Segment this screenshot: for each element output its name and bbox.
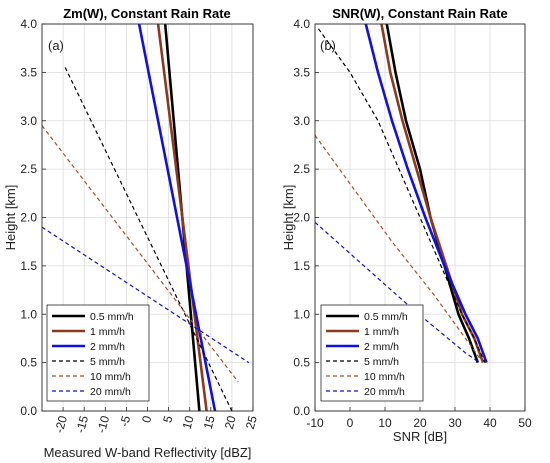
y-tick-label: 1.0 [293, 307, 310, 321]
series-line-5 [315, 221, 480, 364]
legend-entry-2: 2 mm/h [364, 341, 399, 353]
y-tick-label: 2.5 [20, 162, 37, 176]
series-group [315, 24, 488, 364]
x-tick-label: 10 [180, 414, 197, 431]
y-tick-label: 0.5 [293, 356, 310, 370]
legend-entry-3: 5 mm/h [90, 356, 125, 368]
y-tick-label: 3.0 [20, 114, 37, 128]
x-tick-label: 50 [518, 416, 532, 430]
series-line-3 [318, 28, 486, 363]
legend-entry-4: 10 mm/h [90, 371, 131, 383]
legend-box [320, 304, 424, 402]
panel-reflectivity: -20 -15 -10 -5 0 5 10 15 20 25 0.0 0.5 1.0 1.5 2.0 2.5 3… [3, 6, 260, 460]
chart-title: Zm(W), Constant Rain Rate [63, 6, 231, 21]
legend: 0.5 mm/h 1 mm/h 2 mm/h 5 mm/h 10 mm/h 20 mm/h [46, 304, 150, 402]
y-tick-label: 4.0 [20, 17, 37, 31]
y-tick-label: 3.0 [293, 114, 310, 128]
y-tick-label: 3.5 [293, 65, 310, 79]
y-axis-label: Height [km] [281, 185, 296, 251]
x-axis-label: SNR [dB] [393, 429, 447, 444]
y-tick-label: 2.5 [293, 162, 310, 176]
y-tick-label: 1.0 [20, 307, 37, 321]
x-tick-label: 5 [160, 414, 175, 424]
x-tick-label: -20 [52, 414, 70, 435]
panel-label: (a) [48, 38, 64, 53]
y-tick-label: 4.0 [293, 17, 310, 31]
y-tick-label: 1.5 [293, 259, 310, 273]
y-axis-label: Height [km] [3, 185, 18, 251]
y-tick-label: 3.5 [20, 65, 37, 79]
legend-box [46, 304, 150, 402]
x-tick-label: -5 [117, 414, 133, 428]
x-tick-label: 30 [448, 416, 462, 430]
x-tick-label: 10 [378, 416, 392, 430]
y-tick-label: 2.0 [20, 211, 37, 225]
series-line-4 [315, 134, 484, 363]
x-tick-label: 25 [243, 414, 260, 431]
x-tick-label: 40 [483, 416, 497, 430]
x-axis-label: Measured W-band Reflectivity [dBZ] [44, 445, 252, 460]
legend-entry-1: 1 mm/h [364, 326, 399, 338]
series-line-1 [156, 24, 208, 411]
legend-entry-4: 10 mm/h [364, 371, 405, 383]
series-line-3 [64, 67, 233, 411]
x-tick-label: -10 [94, 414, 112, 435]
y-tick-label: 2.0 [293, 211, 310, 225]
y-tick-label: 1.5 [20, 259, 37, 273]
y-tick-label: 0.0 [293, 404, 310, 418]
series-line-2 [137, 24, 217, 411]
legend-entry-0: 0.5 mm/h [90, 311, 134, 323]
legend-entry-3: 5 mm/h [364, 356, 399, 368]
x-tick-label: 20 [222, 414, 239, 431]
legend-entry-1: 1 mm/h [90, 326, 125, 338]
x-tick-label: -10 [306, 416, 324, 430]
chart-title: SNR(W), Constant Rain Rate [332, 6, 508, 21]
x-tick-label: 20 [413, 416, 427, 430]
panel-label: (b) [320, 38, 336, 53]
series-line-4 [42, 125, 239, 383]
x-tick-label: 0 [347, 416, 354, 430]
series-line-5 [42, 226, 250, 364]
legend-entry-5: 20 mm/h [90, 386, 131, 398]
panel-snr: -10 0 10 20 30 40 50 0.0 0.5 1.0 1.5 2.0 2.5 3.0 3.5 4.… [281, 6, 532, 444]
y-tick-label: 0.5 [20, 356, 37, 370]
legend-entry-0: 0.5 mm/h [364, 311, 408, 323]
legend-entry-5: 20 mm/h [364, 386, 405, 398]
series-line-2 [364, 24, 488, 364]
x-tick-label: 0 [139, 414, 154, 424]
legend: 0.5 mm/h 1 mm/h 2 mm/h 5 mm/h 10 mm/h 20 mm/h [320, 304, 424, 402]
x-tick-label: 15 [201, 414, 218, 431]
legend-entry-2: 2 mm/h [90, 341, 125, 353]
x-tick-label: -15 [73, 414, 91, 435]
y-tick-label: 0.0 [20, 404, 37, 418]
series-group [42, 24, 250, 411]
